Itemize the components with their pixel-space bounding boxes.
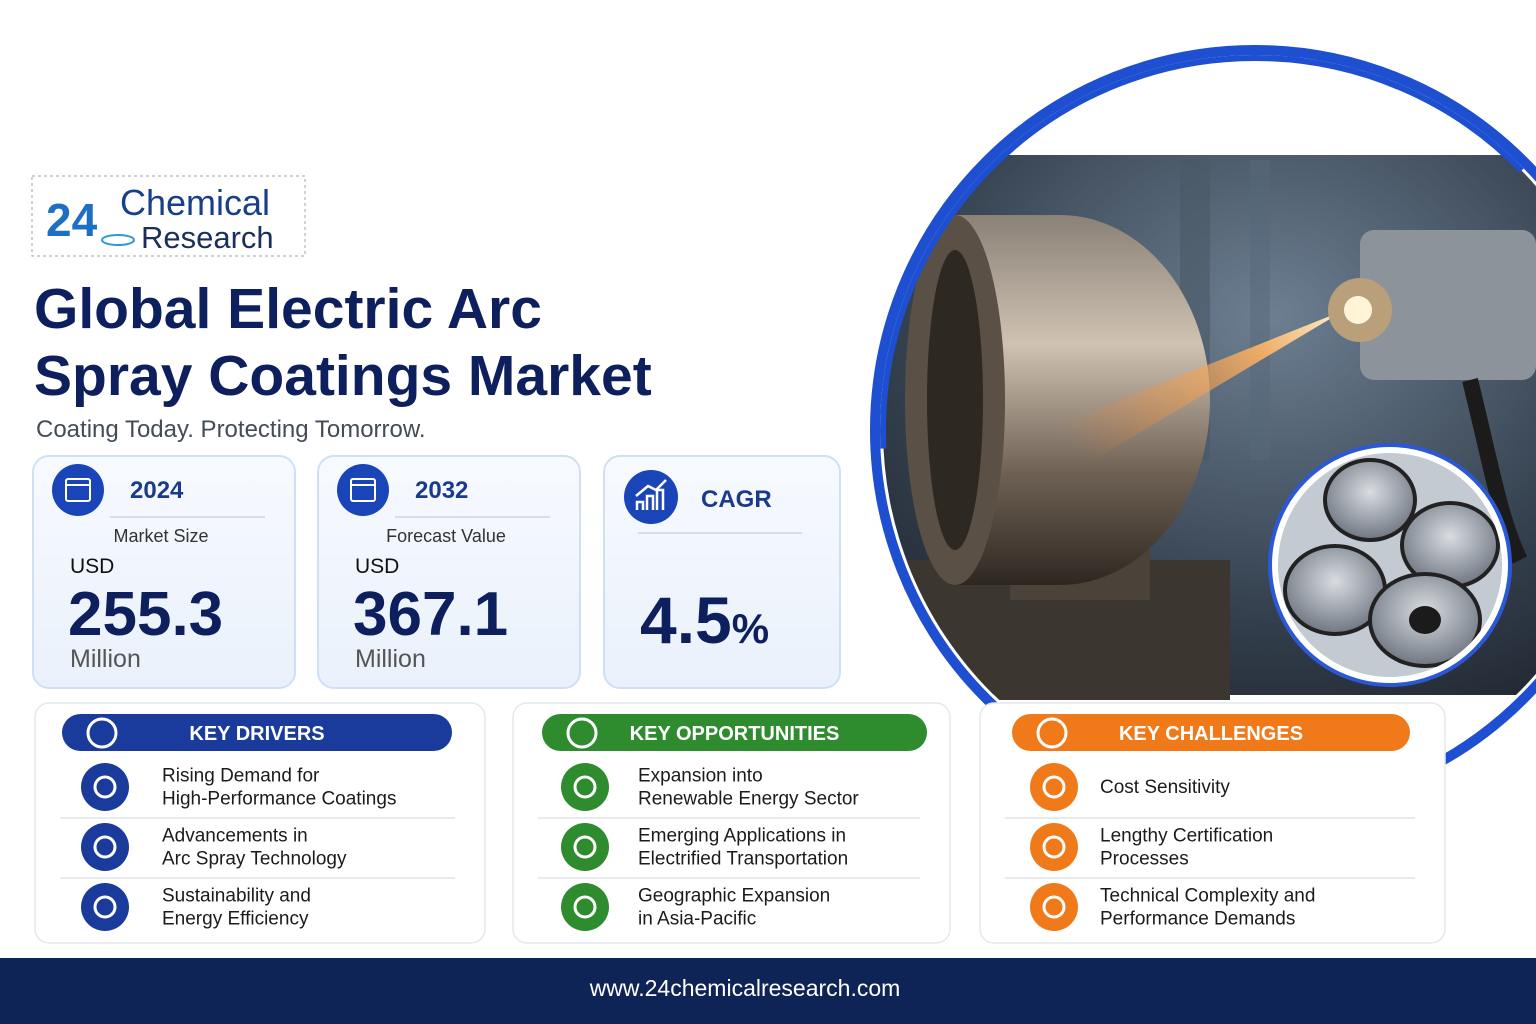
- logo-line2: Research: [141, 220, 274, 255]
- title-line1: Global Electric Arc: [34, 277, 542, 341]
- calendar-glyph: [350, 478, 376, 502]
- logo-line1: Chemical: [120, 182, 270, 223]
- item-text: High-Performance Coatings: [162, 789, 396, 810]
- section-panel: KEY OPPORTUNITIES Expansion intoRenewable…: [512, 702, 951, 944]
- item-glyph: [93, 895, 117, 919]
- section-pill: [62, 714, 452, 751]
- footer-bar: [0, 958, 1536, 1024]
- logo: 24 Chemical Research: [31, 175, 306, 257]
- section-title: KEY CHALLENGES: [1119, 723, 1303, 745]
- calendar-glyph: [65, 478, 91, 502]
- item-text: Technical Complexity and: [1100, 886, 1315, 907]
- calendar-icon: [52, 464, 104, 516]
- tagline: Coating Today. Protecting Tomorrow.: [36, 416, 426, 443]
- item-glyph: [1042, 895, 1066, 919]
- item-icon: [1030, 763, 1078, 811]
- calendar-icon: [337, 464, 389, 516]
- item-icon: [561, 883, 609, 931]
- item-icon: [1030, 823, 1078, 871]
- item-glyph: [573, 835, 597, 859]
- section-panel: KEY DRIVERS Rising Demand forHigh-Perform…: [34, 702, 486, 944]
- section-title: KEY OPPORTUNITIES: [630, 723, 840, 745]
- item-icon: [1030, 883, 1078, 931]
- stat-currency: USD: [70, 555, 114, 578]
- stat-value: 367.1: [353, 580, 508, 649]
- item-icon: [81, 883, 129, 931]
- item-icon: [81, 763, 129, 811]
- item-text: Energy Efficiency: [162, 909, 309, 930]
- stat-year: 2024: [130, 477, 184, 504]
- item-icon: [561, 763, 609, 811]
- cagr-card: CAGR 4.5%: [603, 455, 841, 689]
- stat-label: Forecast Value: [386, 526, 506, 546]
- cagr-label: CAGR: [701, 486, 772, 513]
- item-glyph: [93, 835, 117, 859]
- cagr-unit: %: [732, 605, 769, 652]
- item-glyph: [1042, 775, 1066, 799]
- item-glyph: [93, 775, 117, 799]
- item-text: Advancements in: [162, 826, 308, 847]
- section-icon: [566, 717, 598, 749]
- item-text: Geographic Expansion: [638, 886, 830, 907]
- cagr-figure: 4.5%: [640, 583, 769, 657]
- item-text: Expansion into: [638, 766, 763, 787]
- stat-unit: Million: [70, 645, 141, 673]
- cagr-value: 4.5: [640, 583, 732, 657]
- item-text: Emerging Applications in: [638, 826, 846, 847]
- item-glyph: [1042, 835, 1066, 859]
- card-bg: [32, 455, 296, 689]
- stat-currency: USD: [355, 555, 399, 578]
- item-text: Arc Spray Technology: [162, 849, 347, 870]
- stat-year: 2032: [415, 477, 468, 504]
- item-text: Electrified Transportation: [638, 849, 848, 870]
- item-text: in Asia-Pacific: [638, 909, 756, 930]
- panel-bg: [512, 702, 951, 944]
- stat-label: Market Size: [113, 526, 208, 546]
- section-icon: [1036, 717, 1068, 749]
- title-line2: Spray Coatings Market: [34, 344, 652, 408]
- section-icon: [86, 717, 118, 749]
- stat-unit: Million: [355, 645, 426, 673]
- hero-photo: [870, 45, 1536, 815]
- item-text: Performance Demands: [1100, 909, 1295, 930]
- item-text: Cost Sensitivity: [1100, 777, 1230, 798]
- logo-swirl: [101, 234, 135, 246]
- footer-url: www.24chemicalresearch.com: [589, 975, 901, 1001]
- item-glyph: [573, 895, 597, 919]
- item-icon: [81, 823, 129, 871]
- logo-number: 24: [46, 194, 98, 246]
- item-text: Processes: [1100, 849, 1189, 870]
- panel-bg: [979, 702, 1446, 944]
- panel-bg: [34, 702, 486, 944]
- stat-value: 255.3: [68, 580, 223, 649]
- logo-frame: [31, 175, 306, 257]
- item-text: Rising Demand for: [162, 766, 320, 787]
- item-text: Renewable Energy Sector: [638, 789, 859, 810]
- section-title: KEY DRIVERS: [189, 723, 324, 745]
- item-text: Lengthy Certification: [1100, 826, 1273, 847]
- section-panel: KEY CHALLENGES Cost Sensitivity Lengthy Ce…: [979, 702, 1446, 944]
- item-text: Sustainability and: [162, 886, 311, 907]
- item-glyph: [573, 775, 597, 799]
- card-bg: [317, 455, 581, 689]
- section-pill: [542, 714, 927, 751]
- item-icon: [561, 823, 609, 871]
- section-pill: [1012, 714, 1410, 751]
